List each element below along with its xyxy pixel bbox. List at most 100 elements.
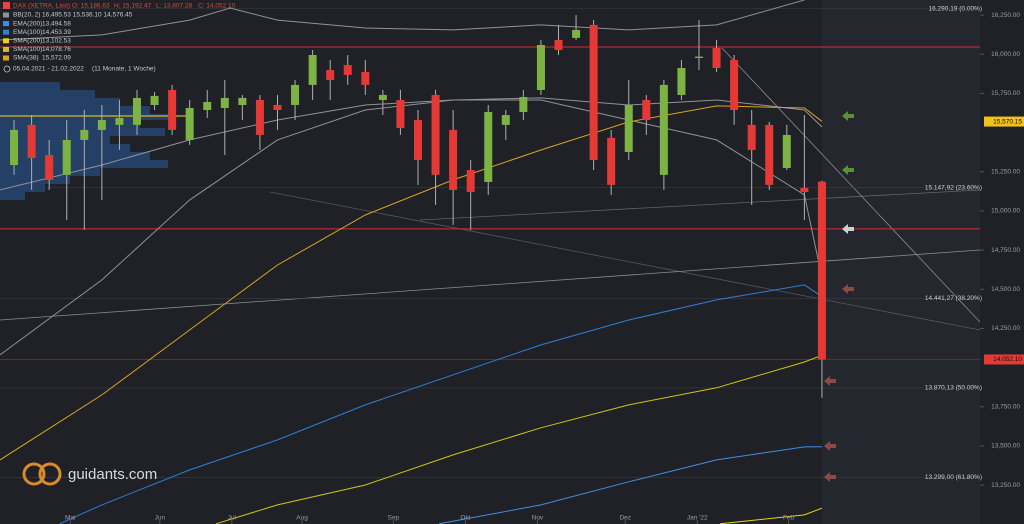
legend-swatch xyxy=(3,46,9,52)
x-tick-label: Jul xyxy=(228,515,237,522)
candle-body xyxy=(677,68,686,95)
legend-value: 16,495.53 15,536.10 14,576.45 xyxy=(42,12,133,19)
legend-value: 15,572.09 xyxy=(42,55,71,62)
candle-body xyxy=(62,139,71,175)
candle-body xyxy=(712,47,721,69)
candle-body xyxy=(536,44,545,90)
fib-label: 13.299,00 (61.80%) xyxy=(925,474,982,481)
y-tick-label: 15,250.00 xyxy=(991,168,1020,175)
legend-swatch xyxy=(3,38,9,44)
y-tick-label: 15,750.00 xyxy=(991,90,1020,97)
candle-body xyxy=(255,99,264,135)
candle-body xyxy=(501,115,510,125)
candle-body xyxy=(554,39,563,50)
candle-body xyxy=(132,97,141,125)
ohlc-label: C: 14,052.10 xyxy=(198,3,236,10)
x-tick-label: Jun xyxy=(155,515,166,522)
candle-body xyxy=(378,94,387,100)
x-tick-label: Aug xyxy=(296,515,308,522)
legend-name: SMA(200) xyxy=(13,38,42,45)
legend-name: EMA(200) xyxy=(13,20,42,27)
candle-body xyxy=(466,170,475,192)
legend-name: SMA(38) xyxy=(13,55,39,62)
legend-name: BB(20, 2) xyxy=(13,12,40,19)
legend-value: 13,494.58 xyxy=(42,20,71,27)
x-tick-label: Sep xyxy=(388,515,400,522)
legend-name: SMA(100) xyxy=(13,46,42,53)
y-tick-label: 14,500.00 xyxy=(991,286,1020,293)
ohlc-label: H: 15,192.47 xyxy=(114,3,152,10)
candle-body xyxy=(642,99,651,121)
candle-body xyxy=(817,181,826,360)
candle-body xyxy=(730,60,739,111)
candle-body xyxy=(308,55,317,85)
candle-body xyxy=(589,24,598,160)
x-tick-label: Nov xyxy=(532,515,544,522)
price-badge-label: 15,570.15 xyxy=(993,118,1022,125)
candle-body xyxy=(659,84,668,175)
period-note: (11 Monate, 1 Woche) xyxy=(92,66,156,73)
fib-label: 15.147,92 (23.60%) xyxy=(925,184,982,191)
candle-body xyxy=(326,70,335,80)
candle-body xyxy=(10,129,19,166)
legend: BB(20, 2) 16,495.53 15,536.10 14,576.45EM… xyxy=(3,12,133,62)
x-tick-label: Dez xyxy=(619,515,631,522)
fib-label: 14.441,27 (38.20%) xyxy=(925,295,982,302)
price-badge xyxy=(984,354,1024,365)
candle-body xyxy=(150,95,159,105)
candle-body xyxy=(168,89,177,130)
candle-body xyxy=(519,96,528,113)
candle-body xyxy=(45,154,54,180)
candle-body xyxy=(747,124,756,150)
candle-body xyxy=(782,134,791,168)
candle-body xyxy=(80,129,89,140)
brand: guidants.com xyxy=(68,466,157,483)
candle-body xyxy=(291,84,300,105)
ohlc-header: O: 15,186.63 H: 15,192.47 L: 13,807.28 C: 1… xyxy=(72,3,236,10)
chart-title: DAX (XETRA, Last) xyxy=(13,3,70,10)
logo: guidants.com xyxy=(22,462,157,486)
candle-body xyxy=(97,120,106,130)
candle-body xyxy=(238,97,247,105)
y-tick-label: 15,000.00 xyxy=(991,208,1020,215)
candle-body xyxy=(694,56,703,58)
indicator-line xyxy=(720,507,823,524)
y-tick-label: 13,750.00 xyxy=(991,404,1020,411)
y-tick-label: 13,250.00 xyxy=(991,482,1020,489)
indicator-line xyxy=(215,354,823,524)
fib-label: 16.290,19 (0.00%) xyxy=(929,5,982,12)
indicator-line xyxy=(59,284,823,524)
future-area xyxy=(822,0,980,524)
x-tick-label: Okt xyxy=(460,515,470,522)
indicator-line xyxy=(0,0,806,41)
legend-value: 14,453.39 xyxy=(42,29,71,36)
x-tick-label: Jan '22 xyxy=(687,515,708,522)
candle-body xyxy=(624,104,633,152)
candle-body xyxy=(115,117,124,125)
indicator-line xyxy=(439,446,822,524)
clock-icon xyxy=(3,65,11,73)
y-tick-label: 13,500.00 xyxy=(991,443,1020,450)
indicator-line xyxy=(0,99,823,356)
legend-value: 13,102.53 xyxy=(42,38,71,45)
candle-body xyxy=(765,124,774,185)
candle-body xyxy=(273,104,282,111)
candle-body xyxy=(449,129,458,190)
price-badge-label: 14,052.10 xyxy=(993,356,1022,363)
candle-body xyxy=(607,137,616,185)
fib-label: 13.870,13 (50.00%) xyxy=(925,385,982,392)
legend-swatch xyxy=(3,55,9,61)
candle-body xyxy=(413,120,422,160)
legend-swatch xyxy=(3,21,9,27)
candle-body xyxy=(361,71,370,85)
price-badge xyxy=(984,116,1024,127)
period: 05.04.2021 - 21.02.2022 xyxy=(13,66,84,73)
candle-body xyxy=(343,65,352,75)
candle-body xyxy=(185,107,194,140)
y-tick-label: 14,750.00 xyxy=(991,247,1020,254)
candle-body xyxy=(484,112,493,182)
ohlc-label: O: 15,186.63 xyxy=(72,3,110,10)
x-tick-label: Mai xyxy=(65,515,75,522)
arrows xyxy=(824,111,854,482)
legend-swatch xyxy=(3,12,9,18)
